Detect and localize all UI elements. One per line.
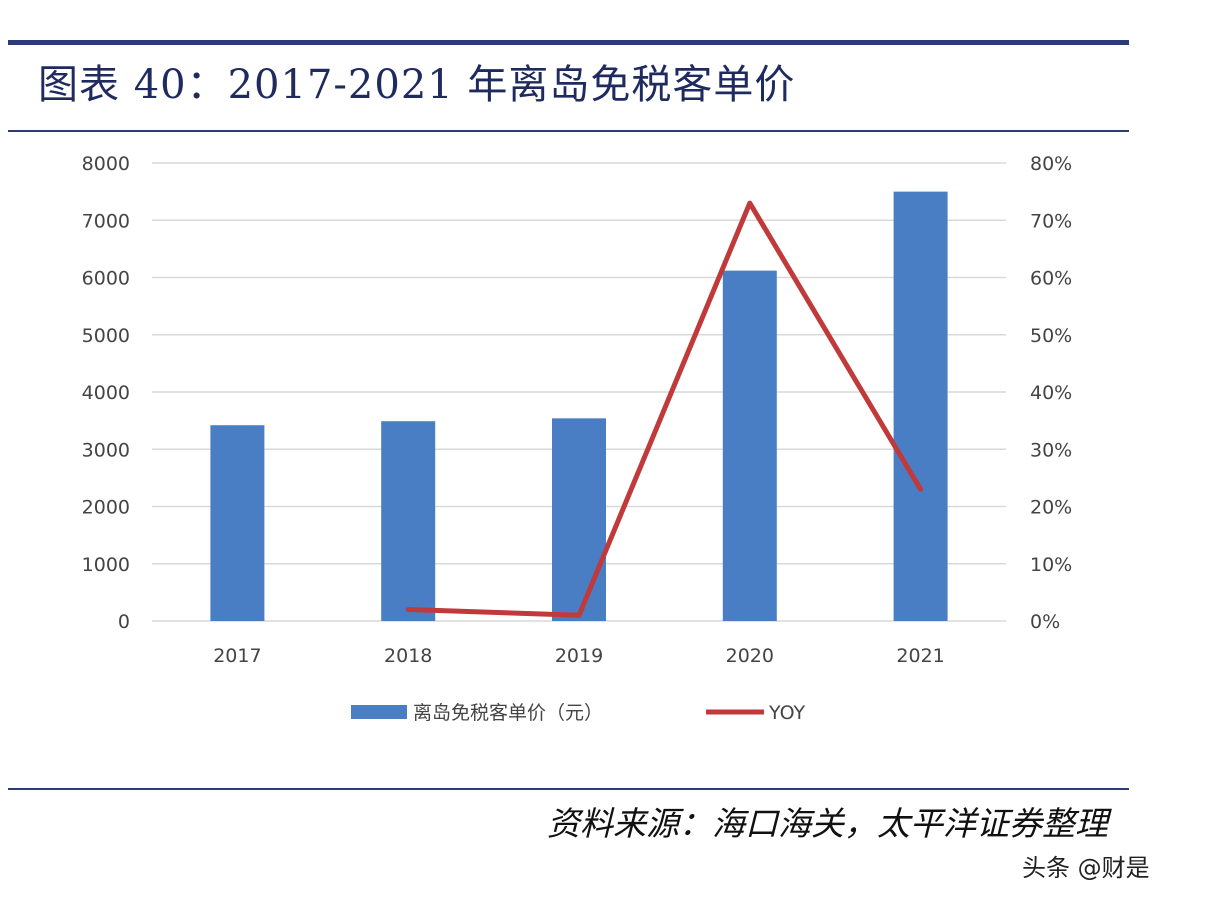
legend-bar-label: 离岛免税客单价（元） [413,702,603,724]
y-left-tick-label: 0 [118,611,130,633]
y-right-tick-label: 80% [1030,153,1072,175]
bar [893,191,948,621]
bar [552,418,606,621]
bar [381,421,436,621]
y-left-tick-label: 1000 [82,554,130,576]
source-note: 资料来源：海口海关，太平洋证券整理 [547,804,1108,843]
y-right-tick-label: 70% [1030,210,1072,232]
watermark: 头条 @财是 [1022,854,1150,882]
x-tick-label: 2018 [384,645,432,667]
y-left-tick-label: 3000 [82,439,130,461]
chart-area: 0 0% 1000 10% 2000 20% 3000 30% 4000 40% 5000 50% 60… [82,153,1073,724]
x-tick-label: 2020 [726,645,774,667]
x-tick-label: 2017 [213,645,261,667]
y-right-tick-label: 60% [1030,268,1072,290]
yoy-line [405,200,924,618]
x-tick-label: 2021 [896,645,944,667]
y-right-tick-label: 10% [1030,554,1072,576]
y-left-tick-label: 4000 [82,382,130,404]
bottom-rule [8,788,1129,790]
bar [210,425,265,621]
y-left-tick-label: 2000 [82,497,130,519]
bar [722,270,777,621]
legend-line-label: YOY [768,702,805,724]
y-left-tick-label: 5000 [82,325,130,347]
y-left-tick-label: 6000 [82,268,130,290]
y-left-tick-label: 8000 [82,153,130,175]
top-rule [8,40,1129,45]
legend-bar-swatch [351,705,407,719]
y-right-tick-label: 50% [1030,325,1072,347]
y-right-tick-label: 40% [1030,382,1072,404]
title-rule [8,130,1129,132]
y-right-tick-label: 0% [1030,611,1060,633]
y-left-tick-label: 7000 [82,210,130,232]
y-right-tick-label: 30% [1030,439,1072,461]
chart-title: 图表 40：2017-2021 年离岛免税客单价 [38,62,796,108]
x-tick-label: 2019 [555,645,603,667]
y-right-tick-label: 20% [1030,497,1072,519]
